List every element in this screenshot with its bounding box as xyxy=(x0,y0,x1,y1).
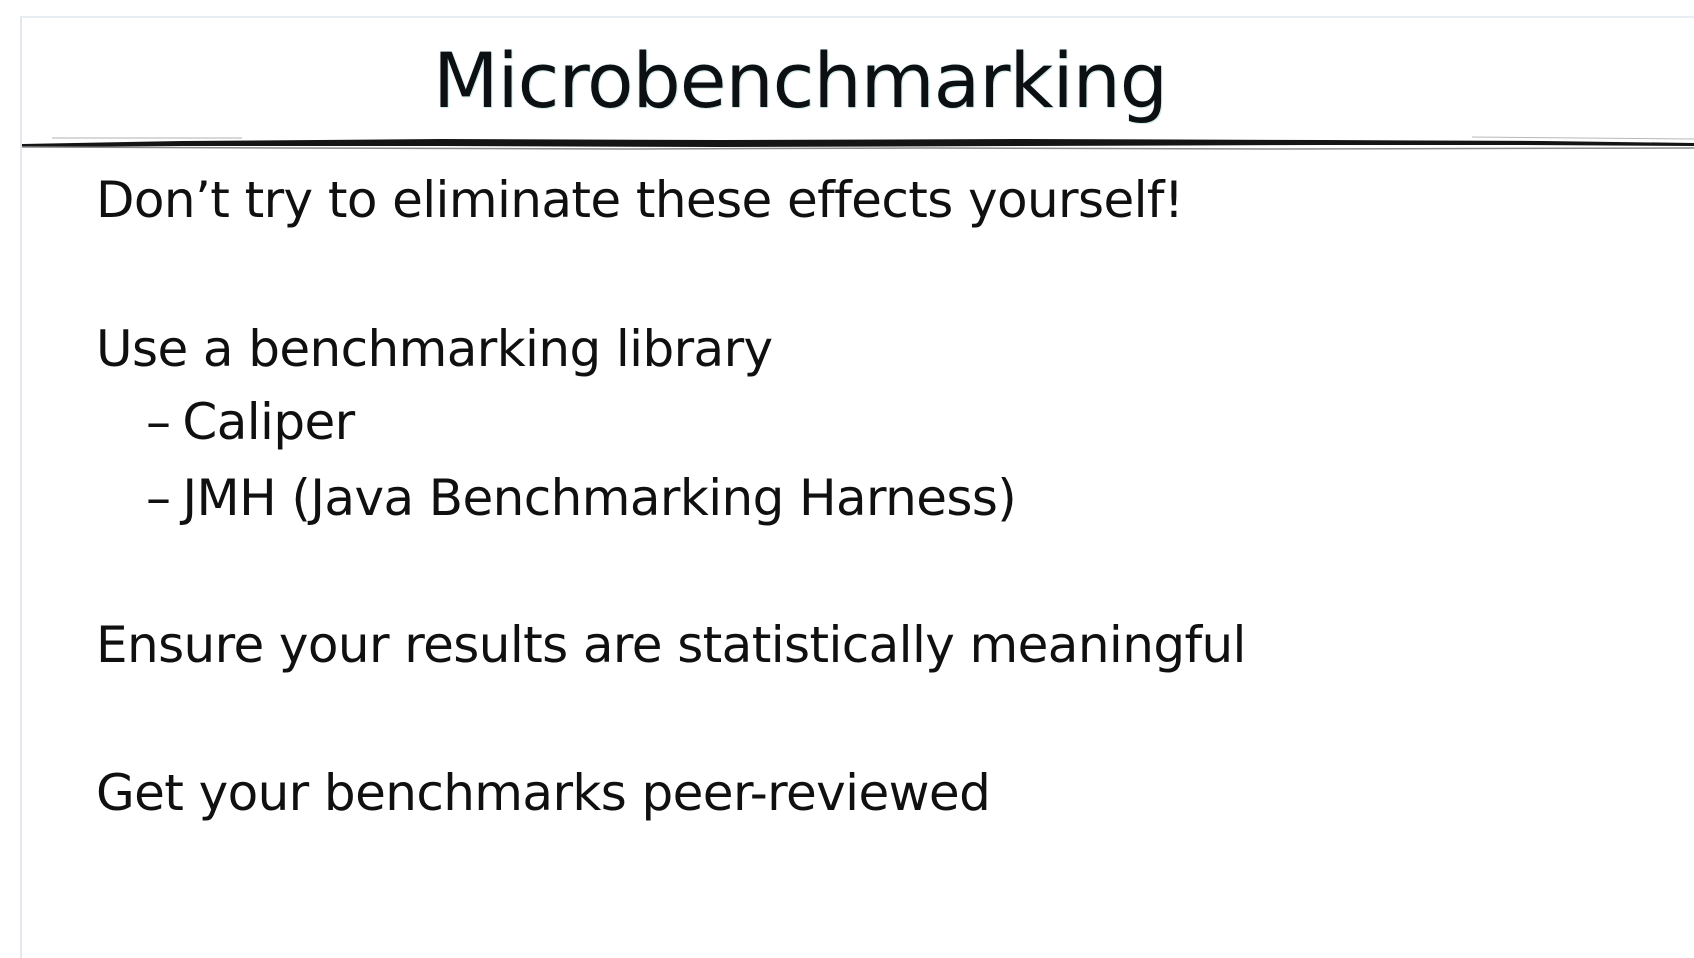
sub-bullet-jmh: – JMH (Java Benchmarking Harness) xyxy=(146,468,1017,528)
sub-bullet-dash: – xyxy=(146,469,171,527)
slide-frame xyxy=(20,16,1694,958)
bullet-statistics: Ensure your results are statistically me… xyxy=(96,616,1246,674)
sub-bullet-caliper: – Caliper xyxy=(146,392,355,452)
bullet-use-library: Use a benchmarking library xyxy=(96,320,773,378)
slide-title: Microbenchmarking xyxy=(432,36,1168,125)
sub-bullet-dash: – xyxy=(146,393,171,451)
sub-bullet-label: JMH (Java Benchmarking Harness) xyxy=(182,469,1017,527)
bullet-peer-review: Get your benchmarks peer-reviewed xyxy=(96,764,991,822)
bullet-dont-eliminate: Don’t try to eliminate these effects you… xyxy=(96,171,1184,229)
sub-bullet-label: Caliper xyxy=(182,393,355,451)
title-divider xyxy=(22,136,1694,150)
